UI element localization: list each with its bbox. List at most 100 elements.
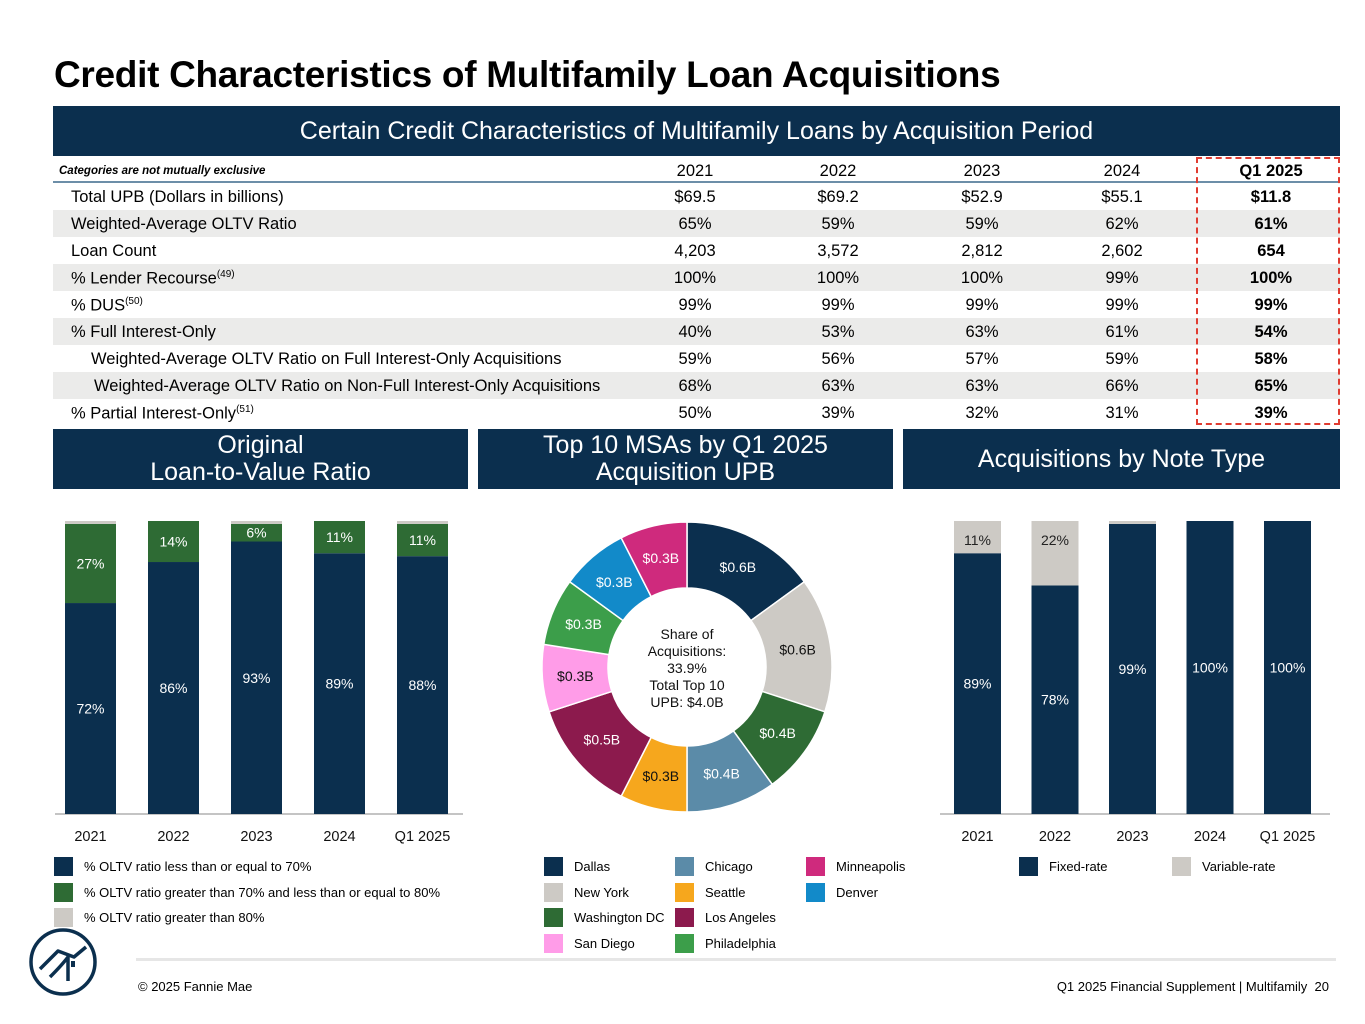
table-cell: 100% bbox=[1249, 269, 1293, 287]
msa-legend-swatch bbox=[806, 882, 825, 902]
table-note: Categories are not mutually exclusive bbox=[59, 165, 266, 177]
bar-segment bbox=[231, 541, 282, 814]
row-label: Loan Count bbox=[71, 242, 157, 260]
row-label: Weighted-Average OLTV Ratio on Full Inte… bbox=[91, 350, 562, 368]
table-cell: 99% bbox=[1254, 296, 1288, 314]
table-header-row: Categories are not mutually exclusive 20… bbox=[53, 157, 1340, 183]
legend-label: Fixed-rate bbox=[1049, 859, 1108, 874]
donut-center-text: Acquisitions: bbox=[648, 643, 727, 659]
oltv-legend-swatch bbox=[54, 882, 73, 902]
table-cell: 99% bbox=[965, 296, 999, 314]
row-label: Total UPB (Dollars in billions) bbox=[71, 188, 284, 206]
data-label: 100% bbox=[1270, 660, 1306, 676]
table-cell: 59% bbox=[678, 350, 712, 368]
slice-label: $0.3B bbox=[596, 574, 633, 590]
table-cell: 39% bbox=[1254, 404, 1288, 422]
table-cell: 39% bbox=[821, 404, 855, 422]
table-cell: 58% bbox=[1254, 350, 1288, 368]
x-tick-label: 2023 bbox=[240, 829, 272, 845]
msa-legend-swatch bbox=[675, 882, 694, 902]
x-tick-label: 2023 bbox=[1116, 829, 1148, 845]
table-cell: $55.1 bbox=[1101, 188, 1143, 206]
donut-slice bbox=[620, 521, 688, 598]
legend-label: New York bbox=[574, 884, 629, 900]
row-label: Weighted-Average OLTV Ratio bbox=[71, 215, 297, 233]
msa-legend-swatch bbox=[544, 933, 563, 953]
note-type-legend-swatch bbox=[1019, 857, 1038, 876]
column-header-q1-2025: Q1 2025 bbox=[1239, 162, 1303, 180]
table-cell: 100% bbox=[960, 269, 1004, 287]
oltv-legend-swatch bbox=[54, 857, 73, 876]
legend-label: San Diego bbox=[574, 935, 635, 951]
table-cell: 53% bbox=[821, 323, 855, 341]
table-cell: 2,602 bbox=[1101, 242, 1143, 260]
slice-label: $0.3B bbox=[643, 550, 680, 566]
data-label: 14% bbox=[159, 534, 187, 550]
oltv-panel-header: Original Loan-to-Value Ratio bbox=[53, 429, 468, 489]
bar-segment bbox=[314, 553, 365, 814]
slice-label: $0.6B bbox=[779, 641, 816, 657]
column-header: 2023 bbox=[963, 162, 1001, 180]
table-cell: 100% bbox=[816, 269, 860, 287]
note-type-panel-header: Acquisitions by Note Type bbox=[903, 429, 1340, 489]
slice-label: $0.6B bbox=[720, 559, 757, 575]
slice-label: $0.4B bbox=[703, 766, 740, 782]
data-label: 6% bbox=[246, 525, 266, 541]
bar-segment bbox=[954, 521, 1001, 554]
x-tick-label: 2022 bbox=[157, 829, 189, 845]
table-cell: 31% bbox=[1105, 404, 1139, 422]
column-header: 2024 bbox=[1103, 162, 1141, 180]
donut-center-text: Share of bbox=[661, 626, 714, 642]
slice-label: $0.3B bbox=[557, 668, 594, 684]
legend-label: Variable-rate bbox=[1202, 859, 1276, 874]
table-cell: 59% bbox=[1105, 350, 1139, 368]
table-cell: 3,572 bbox=[817, 242, 859, 260]
copyright: © 2025 Fannie Mae bbox=[138, 979, 253, 994]
bar-segment bbox=[1031, 585, 1079, 814]
row-label: % Lender Recourse(49) bbox=[71, 269, 235, 288]
table-row: Weighted-Average OLTV Ratio on Full Inte… bbox=[53, 345, 1340, 372]
column-header: 2022 bbox=[819, 162, 857, 180]
slice-label: $0.4B bbox=[759, 725, 796, 741]
table-row: Weighted-Average OLTV Ratio 65% 59% 59% 62% 6… bbox=[53, 210, 1340, 237]
table-cell: 66% bbox=[1105, 377, 1139, 395]
data-label: 72% bbox=[76, 701, 104, 717]
legend-label: % OLTV ratio greater than 80% bbox=[84, 910, 265, 925]
table-cell: 99% bbox=[821, 296, 855, 314]
donut-center-text: Total Top 10 bbox=[649, 677, 724, 693]
table-cell: 654 bbox=[1257, 242, 1285, 260]
donut-center-text: 33.9% bbox=[667, 660, 707, 676]
legend-label: Washington DC bbox=[574, 910, 665, 925]
bar-segment bbox=[1264, 521, 1311, 814]
footnote-ref: (51) bbox=[236, 404, 254, 415]
msa-legend-swatch bbox=[544, 882, 563, 902]
data-label: 11% bbox=[409, 532, 436, 548]
bar-segment bbox=[397, 556, 448, 814]
data-label: 89% bbox=[325, 676, 353, 692]
table-cell: 2,812 bbox=[961, 242, 1003, 260]
footnote-ref: (50) bbox=[125, 296, 143, 307]
table-cell: 61% bbox=[1254, 215, 1288, 233]
data-label: 22% bbox=[1041, 532, 1069, 548]
msa-legend-swatch bbox=[544, 857, 563, 876]
note-type-legend-swatch bbox=[1172, 857, 1191, 876]
bar-segment bbox=[314, 521, 365, 554]
table-cell: 40% bbox=[678, 323, 712, 341]
fannie-mae-logo bbox=[29, 928, 97, 996]
data-label: 99% bbox=[1118, 661, 1146, 677]
data-label: 11% bbox=[326, 529, 353, 545]
bar-segment bbox=[1109, 523, 1156, 814]
bar-segment bbox=[65, 603, 116, 814]
data-label: 88% bbox=[408, 677, 436, 693]
table-cell: 59% bbox=[965, 215, 999, 233]
table-cell: 65% bbox=[1254, 377, 1288, 395]
table-row: Total UPB (Dollars in billions) $69.5 $69.… bbox=[53, 183, 1340, 210]
x-tick-label: Q1 2025 bbox=[395, 829, 451, 845]
bar-segment bbox=[231, 523, 282, 542]
msa-legend-swatch bbox=[544, 908, 563, 927]
data-label: 89% bbox=[963, 676, 991, 692]
bar-segment bbox=[65, 523, 116, 604]
table-row: % Partial Interest-Only(51) 50% 39% 32% 31% 3… bbox=[53, 399, 1340, 426]
table-cell: $69.2 bbox=[817, 188, 859, 206]
footnote-ref: (49) bbox=[216, 269, 235, 280]
